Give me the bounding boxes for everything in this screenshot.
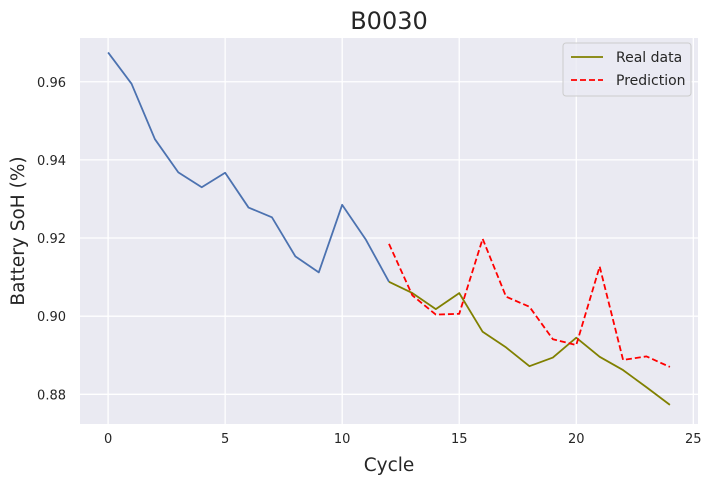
x-tick-label: 10 [334, 432, 351, 447]
plot-area [80, 38, 698, 424]
series-line-prediction [388, 237, 671, 368]
legend: Real data Prediction [562, 42, 692, 97]
x-tick-label: 15 [451, 432, 468, 447]
y-tick-label: 0.96 [37, 76, 66, 91]
legend-label-prediction: Prediction [616, 73, 686, 89]
y-tick-label: 0.94 [37, 154, 66, 169]
legend-label-real-data: Real data [616, 50, 682, 66]
x-tick-label: 0 [104, 432, 112, 447]
series-lines [107, 51, 671, 406]
y-axis-label: Battery SoH (%) [8, 156, 29, 305]
x-tick-label: 25 [685, 432, 702, 447]
x-tick-label: 5 [221, 432, 229, 447]
chart-title: B0030 [350, 7, 428, 35]
y-tick-label: 0.92 [37, 232, 66, 247]
tick-labels: 0 5 10 15 20 25 0.88 0.90 0.92 0.94 0.96 [37, 76, 702, 447]
series-line-history [107, 51, 390, 283]
x-tick-label: 20 [568, 432, 585, 447]
series-line-real [388, 280, 671, 406]
y-tick-label: 0.90 [37, 310, 66, 325]
grid [80, 38, 698, 424]
y-tick-label: 0.88 [37, 388, 66, 403]
x-axis-label: Cycle [364, 455, 415, 476]
